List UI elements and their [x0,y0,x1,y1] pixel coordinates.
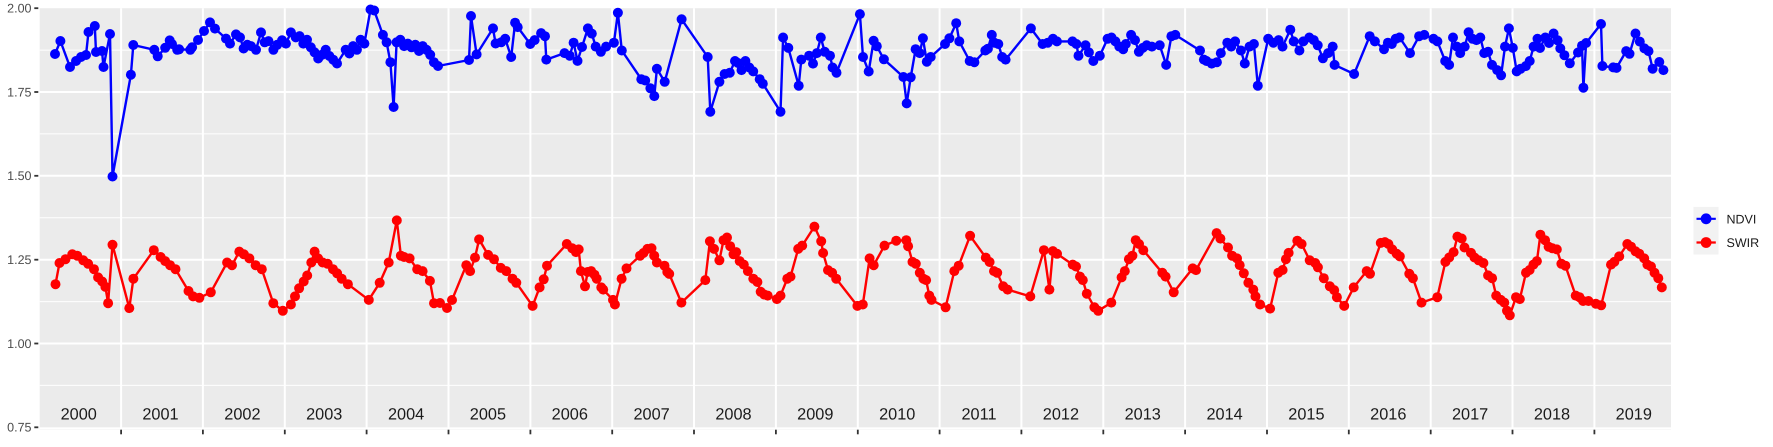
svg-text:NDVI: NDVI [1727,212,1757,226]
svg-text:2.00: 2.00 [7,2,31,16]
svg-text:2002: 2002 [224,406,260,424]
svg-text:2011: 2011 [961,406,996,424]
svg-text:2005: 2005 [470,406,506,424]
svg-text:2003: 2003 [306,406,342,424]
svg-text:2001: 2001 [142,406,178,424]
svg-text:2008: 2008 [715,406,751,424]
svg-text:2013: 2013 [1125,406,1161,424]
svg-text:2019: 2019 [1616,406,1652,424]
svg-text:2006: 2006 [552,406,588,424]
svg-text:1.00: 1.00 [7,337,31,351]
svg-text:2017: 2017 [1452,406,1488,424]
svg-text:2016: 2016 [1370,406,1406,424]
svg-text:2004: 2004 [388,406,424,424]
svg-text:2010: 2010 [879,406,915,424]
svg-text:2012: 2012 [1043,406,1079,424]
svg-text:1.25: 1.25 [7,253,31,267]
svg-text:0.75: 0.75 [7,421,31,435]
svg-text:2018: 2018 [1534,406,1570,424]
svg-text:2009: 2009 [797,406,833,424]
svg-text:1.50: 1.50 [7,169,31,183]
svg-text:SWIR: SWIR [1727,236,1760,250]
svg-text:2007: 2007 [633,406,669,424]
svg-text:2014: 2014 [1206,406,1242,424]
svg-text:2000: 2000 [61,406,97,424]
svg-text:2015: 2015 [1288,406,1324,424]
svg-text:1.75: 1.75 [7,85,31,99]
